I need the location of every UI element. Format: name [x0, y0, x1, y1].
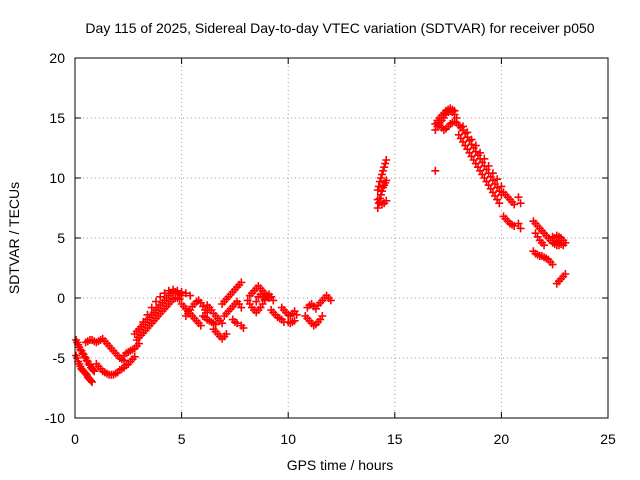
data-point [177, 288, 186, 296]
y-axis-label: SDTVAR / TECUs [6, 182, 22, 294]
data-point [90, 367, 99, 376]
data-point [173, 286, 182, 295]
chart-title: Day 115 of 2025, Sidereal Day-to-day VTE… [85, 20, 594, 36]
data-point [376, 190, 385, 199]
data-point [169, 285, 178, 294]
data-point [379, 166, 388, 175]
data-point [218, 319, 227, 328]
x-tick-label: 20 [494, 431, 510, 447]
data-point [89, 366, 98, 374]
data-point [373, 186, 382, 194]
data-point [495, 199, 504, 208]
data-point [480, 154, 489, 163]
data-point [147, 303, 156, 312]
data-point [378, 187, 387, 196]
data-point [73, 354, 82, 362]
data-point [143, 310, 152, 319]
data-point [382, 156, 391, 164]
data-point [450, 106, 459, 115]
data-point [156, 292, 165, 301]
data-point [510, 200, 519, 209]
data-point [233, 319, 242, 328]
data-point [237, 278, 246, 287]
data-point [548, 260, 557, 269]
data-point [290, 316, 299, 325]
data-point [196, 321, 205, 330]
data-point [471, 141, 480, 150]
data-point [164, 286, 173, 295]
data-point [88, 378, 97, 386]
data-point [488, 169, 497, 178]
x-tick-label: 25 [600, 431, 616, 447]
y-tick-label: 10 [49, 170, 65, 186]
data-point [175, 295, 184, 304]
data-point [382, 196, 391, 205]
data-point [467, 135, 476, 144]
data-points [72, 104, 570, 386]
data-point [203, 308, 212, 317]
data-point [381, 159, 390, 168]
data-point [497, 182, 506, 191]
y-tick-label: 15 [49, 110, 65, 126]
x-axis-label: GPS time / hours [287, 457, 394, 473]
data-point [326, 296, 335, 305]
data-point [186, 291, 195, 300]
data-point [269, 296, 278, 305]
data-point [237, 303, 246, 312]
data-point [130, 352, 139, 361]
data-point [139, 318, 148, 326]
data-point [380, 163, 389, 172]
data-point [516, 224, 525, 233]
data-point [459, 122, 468, 131]
data-point [516, 199, 525, 208]
data-point [374, 182, 383, 191]
data-point [239, 324, 248, 332]
data-point [376, 174, 385, 182]
data-point [559, 241, 568, 250]
data-point [375, 177, 384, 186]
data-point [484, 162, 493, 170]
data-point [378, 170, 387, 179]
data-point [260, 295, 269, 304]
data-point [222, 330, 231, 338]
data-point [493, 175, 502, 184]
data-point [373, 204, 382, 212]
y-tick-label: -10 [45, 410, 65, 426]
x-tick-label: 10 [280, 431, 296, 447]
data-point [252, 297, 261, 306]
data-point [160, 289, 169, 298]
data-point [181, 289, 190, 298]
y-tick-label: 20 [49, 50, 65, 66]
plot-frame [74, 57, 609, 419]
data-point [431, 166, 440, 175]
data-point [152, 297, 161, 306]
data-point [211, 320, 220, 329]
axis-ticks: 0 5 10 15 20 25 -10 -5 0 5 10 15 20 [45, 50, 616, 447]
data-point [476, 148, 485, 157]
data-point [382, 176, 391, 185]
y-tick-label: -5 [53, 350, 66, 366]
data-point [292, 310, 301, 319]
x-tick-label: 15 [387, 431, 403, 447]
data-point [318, 312, 327, 320]
y-tick-label: 0 [57, 290, 65, 306]
data-point [514, 219, 523, 228]
data-point [463, 128, 472, 137]
data-point [514, 193, 523, 202]
data-point [540, 241, 549, 250]
x-tick-label: 5 [178, 431, 186, 447]
y-tick-label: 5 [57, 230, 65, 246]
grid [75, 58, 608, 418]
x-tick-label: 0 [71, 431, 79, 447]
data-point [86, 376, 95, 385]
data-point [510, 222, 519, 230]
data-point [561, 270, 570, 278]
